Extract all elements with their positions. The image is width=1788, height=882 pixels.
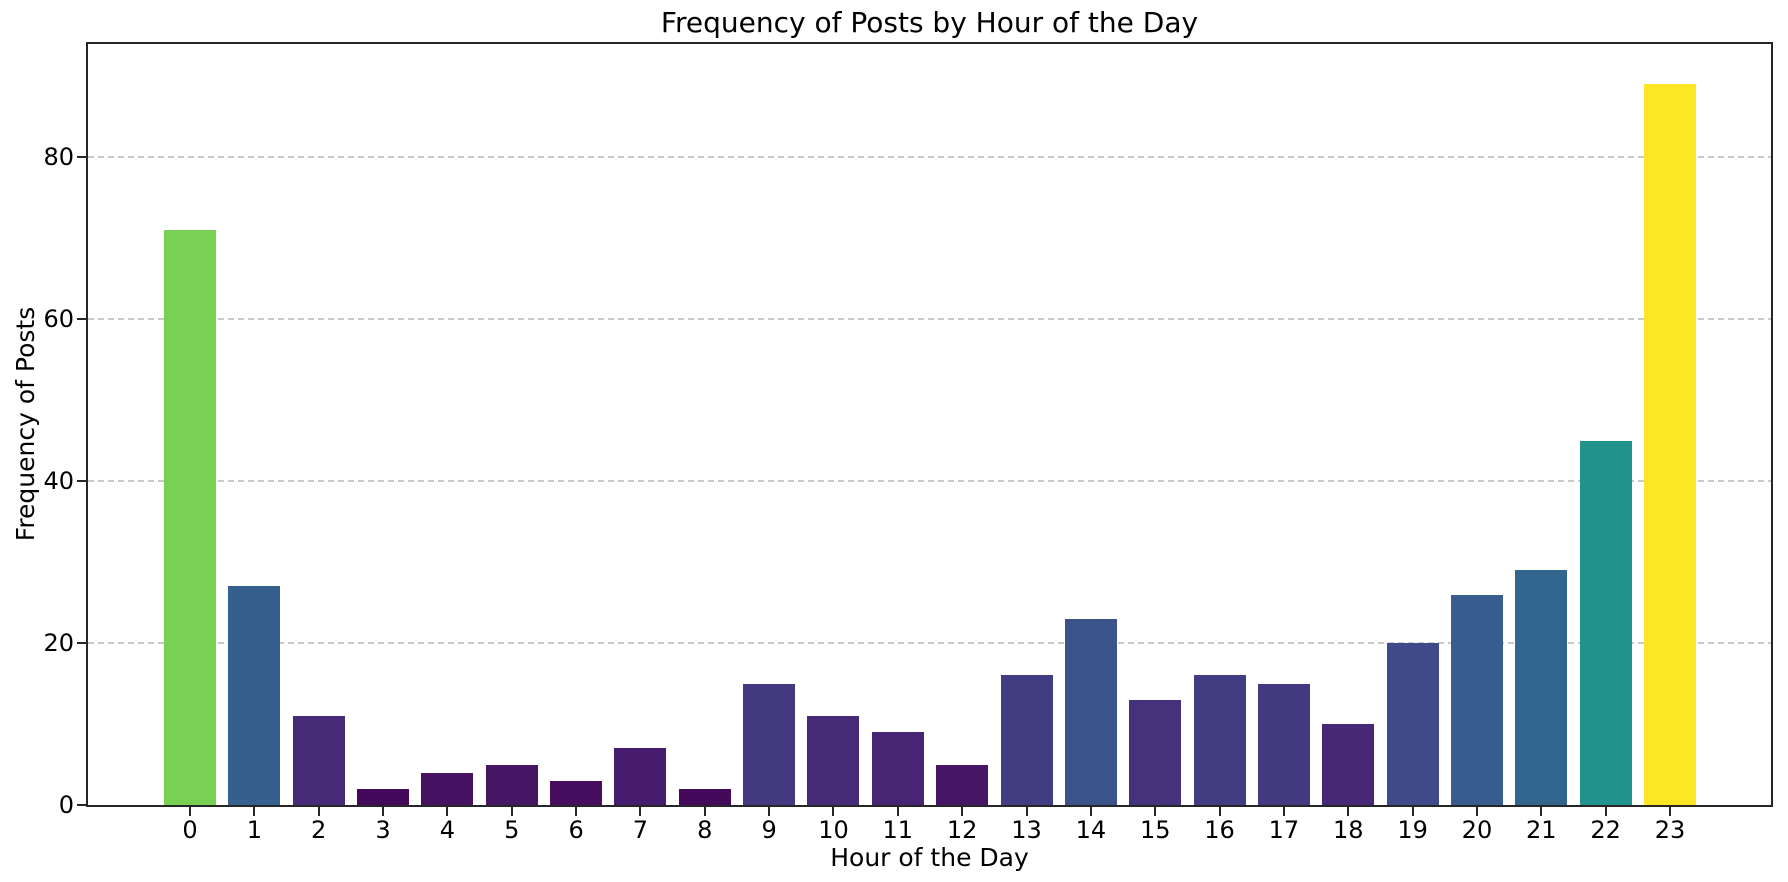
- x-tick-label-5: 5: [504, 816, 520, 844]
- bar-hour-9: [743, 683, 796, 805]
- grid-line-y40: [88, 480, 1771, 483]
- bar-hour-21: [1515, 570, 1568, 805]
- bar-hour-10: [807, 715, 860, 805]
- y-tick-label-80: 80: [43, 143, 74, 172]
- x-tick-label-23: 23: [1654, 816, 1686, 844]
- x-tick-label-16: 16: [1204, 816, 1235, 844]
- y-tick-mark-40: [77, 480, 88, 483]
- y-axis-title: Frequency of Posts: [11, 306, 40, 542]
- x-tick-mark-15: [1154, 805, 1157, 816]
- x-tick-mark-17: [1282, 805, 1285, 816]
- y-tick-label-0: 0: [58, 791, 74, 819]
- x-tick-label-15: 15: [1139, 816, 1171, 844]
- x-tick-mark-10: [832, 805, 835, 816]
- x-tick-label-18: 18: [1332, 816, 1364, 844]
- grid-line-y60: [88, 318, 1771, 321]
- x-tick-mark-4: [446, 805, 449, 816]
- x-tick-label-8: 8: [697, 816, 713, 844]
- x-tick-label-6: 6: [568, 816, 584, 844]
- x-tick-label-13: 13: [1011, 816, 1042, 844]
- bar-hour-12: [936, 764, 989, 805]
- bar-hour-22: [1579, 440, 1632, 805]
- grid-line-y20: [88, 642, 1771, 645]
- x-tick-label-3: 3: [375, 816, 391, 844]
- bar-hour-16: [1193, 675, 1246, 805]
- x-tick-mark-20: [1475, 805, 1478, 816]
- y-tick-label-40: 40: [43, 467, 74, 496]
- x-tick-mark-18: [1347, 805, 1350, 816]
- x-tick-mark-8: [703, 805, 706, 816]
- bar-hour-7: [614, 748, 667, 805]
- x-tick-label-9: 9: [761, 816, 777, 844]
- bar-hour-0: [164, 230, 216, 805]
- x-tick-mark-7: [639, 805, 642, 816]
- x-tick-label-17: 17: [1268, 816, 1300, 844]
- x-tick-mark-21: [1540, 805, 1543, 816]
- x-tick-label-22: 22: [1590, 816, 1621, 844]
- x-tick-label-12: 12: [946, 816, 978, 844]
- bar-hour-23: [1644, 84, 1696, 805]
- chart-title: Frequency of Posts by Hour of the Day: [660, 6, 1199, 39]
- x-tick-mark-6: [575, 805, 578, 816]
- plot-area: Frequency of Posts by Hour of the Day 0 2…: [11, 8, 1773, 872]
- y-tick-label-60: 60: [43, 305, 74, 334]
- y-tick-mark-80: [77, 156, 88, 159]
- x-tick-mark-11: [896, 805, 899, 816]
- bar-hour-13: [1000, 675, 1053, 805]
- x-tick-mark-5: [510, 805, 513, 816]
- x-tick-label-4: 4: [439, 816, 456, 844]
- bar-hour-15: [1129, 699, 1182, 805]
- x-tick-label-21: 21: [1526, 816, 1557, 844]
- y-tick-mark-0: [77, 804, 88, 806]
- x-axis-title: Hour of the Day: [830, 843, 1029, 872]
- x-tick-mark-0: [189, 805, 191, 816]
- bar-hour-1: [228, 586, 281, 805]
- x-tick-label-1: 1: [246, 816, 262, 844]
- x-tick-mark-1: [253, 805, 256, 816]
- bar-hour-14: [1064, 618, 1117, 805]
- x-tick-mark-9: [768, 805, 771, 816]
- bar-hour-5: [485, 764, 538, 805]
- bar-hour-6: [550, 780, 603, 805]
- y-tick-label-20: 20: [43, 629, 74, 658]
- x-tick-mark-14: [1089, 805, 1092, 816]
- x-tick-mark-16: [1218, 805, 1221, 816]
- x-tick-label-11: 11: [882, 816, 914, 844]
- bar-hour-18: [1322, 724, 1375, 805]
- x-tick-label-10: 10: [818, 816, 849, 844]
- x-tick-mark-12: [961, 805, 964, 816]
- x-tick-mark-13: [1025, 805, 1028, 816]
- x-tick-label-19: 19: [1397, 816, 1428, 844]
- x-tick-mark-3: [382, 805, 385, 816]
- x-tick-label-14: 14: [1075, 816, 1107, 844]
- x-tick-label-20: 20: [1461, 816, 1493, 844]
- x-tick-mark-19: [1411, 805, 1414, 816]
- bar-hour-8: [678, 788, 731, 805]
- x-tick-label-2: 2: [311, 816, 327, 844]
- y-tick-mark-20: [77, 642, 88, 645]
- bar-hour-17: [1257, 683, 1310, 805]
- x-tick-label-7: 7: [632, 816, 649, 844]
- bar-hour-3: [357, 788, 410, 805]
- bar-hour-2: [292, 715, 345, 805]
- x-tick-mark-23: [1669, 805, 1671, 816]
- x-tick-label-0: 0: [182, 816, 198, 844]
- bar-hour-11: [871, 732, 924, 805]
- grid-line-y80: [88, 156, 1771, 159]
- bar-hour-4: [421, 772, 474, 805]
- x-tick-mark-22: [1604, 805, 1607, 816]
- x-tick-mark-2: [317, 805, 320, 816]
- y-tick-mark-60: [77, 318, 88, 321]
- bar-hour-19: [1386, 643, 1439, 805]
- bar-hour-20: [1450, 594, 1503, 805]
